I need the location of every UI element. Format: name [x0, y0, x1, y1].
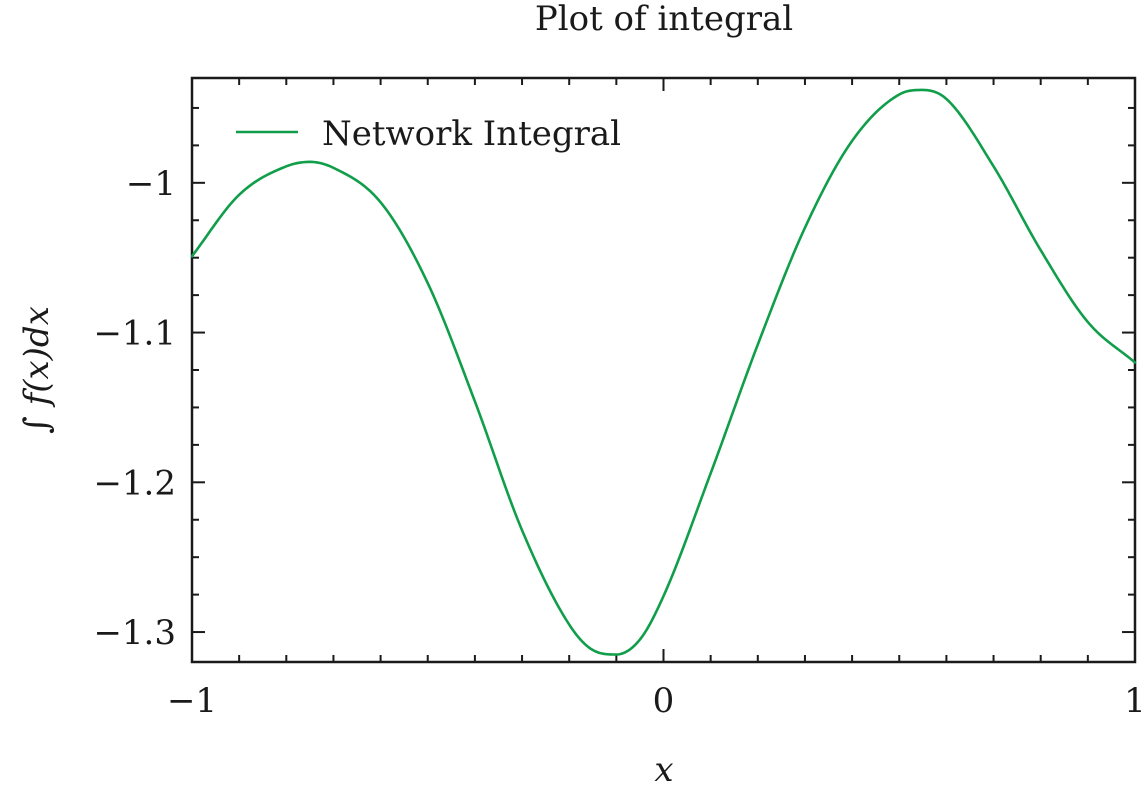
y-tick-label: −1.3: [93, 613, 176, 653]
chart-title: Plot of integral: [535, 0, 793, 39]
y-tick-label: −1.1: [93, 314, 176, 354]
x-tick-label: 1: [1124, 681, 1146, 721]
y-tick-label: −1: [126, 164, 176, 204]
x-tick-label: 0: [653, 681, 675, 721]
legend: Network Integral: [236, 114, 621, 154]
series-layer: [190, 88, 1137, 656]
x-axis-label: x: [654, 750, 673, 790]
x-tick-label: −1: [167, 681, 217, 721]
y-tick-label: −1.2: [93, 463, 176, 503]
tick-labels: −1 0 1 −1.3 −1.2 −1.1 −1: [93, 164, 1145, 721]
series-line-network-integral: [190, 88, 1137, 656]
tick-marks: [191, 78, 1136, 662]
legend-label-network-integral: Network Integral: [322, 114, 621, 154]
y-axis-label: ∫ f(x)dx: [17, 306, 57, 434]
